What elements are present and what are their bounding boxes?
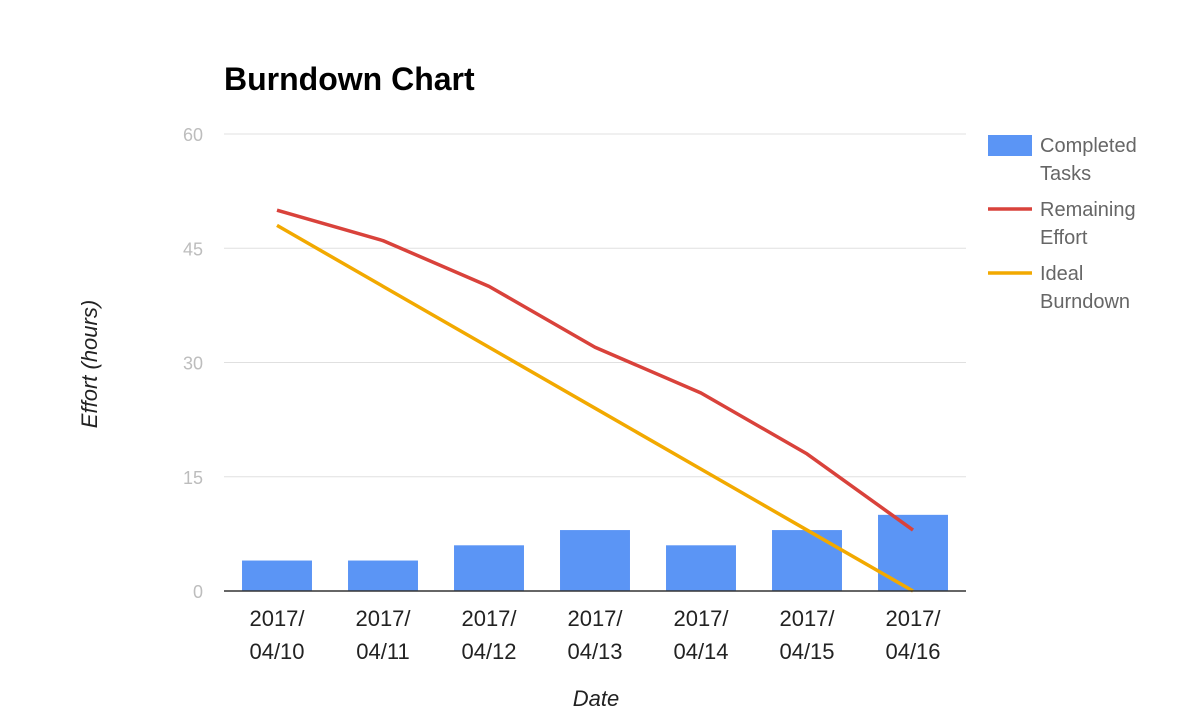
line-remaining-effort xyxy=(276,208,915,532)
x-tick-label: 2017/04/13 xyxy=(567,606,623,664)
y-tick-label: 30 xyxy=(183,354,203,374)
x-tick-label: 2017/04/14 xyxy=(673,606,729,664)
y-axis-ticks: 0 15 30 45 60 xyxy=(183,125,203,602)
x-tick-label: 2017/04/11 xyxy=(355,606,411,664)
line-series xyxy=(276,208,915,593)
bar-completed-tasks xyxy=(878,514,948,591)
legend-label: Remaining Effort xyxy=(1040,199,1136,249)
legend-swatch-bar xyxy=(988,135,1032,156)
y-tick-label: 0 xyxy=(193,582,203,602)
line-ideal-burndown xyxy=(276,223,914,593)
y-tick-label: 45 xyxy=(183,239,203,259)
x-tick-label: 2017/04/12 xyxy=(461,606,517,664)
chart-title: Burndown Chart xyxy=(224,61,475,97)
y-axis-title: Effort (hours) xyxy=(77,300,102,428)
legend-label: Ideal Burndown xyxy=(1040,263,1130,313)
bar-completed-tasks xyxy=(560,530,630,591)
y-tick-label: 60 xyxy=(183,125,203,145)
bar-completed-tasks xyxy=(666,545,736,591)
x-axis-title: Date xyxy=(573,686,619,711)
bar-completed-tasks xyxy=(772,530,842,591)
y-tick-label: 15 xyxy=(183,468,203,488)
legend-label: Completed Tasks xyxy=(1040,135,1137,185)
bar-completed-tasks xyxy=(242,560,312,591)
x-tick-label: 2017/04/16 xyxy=(885,606,941,664)
bar-series xyxy=(242,514,948,591)
bar-completed-tasks xyxy=(348,560,418,591)
gridlines xyxy=(224,133,966,478)
x-tick-label: 2017/04/10 xyxy=(249,606,305,664)
legend: Completed Tasks Remaining Effort Ideal Burndo… xyxy=(988,135,1137,313)
x-tick-label: 2017/04/15 xyxy=(779,606,835,664)
x-axis-ticks: 2017/04/10 2017/04/11 2017/04/12 2017/04/13… xyxy=(249,606,941,664)
bar-completed-tasks xyxy=(454,545,524,591)
